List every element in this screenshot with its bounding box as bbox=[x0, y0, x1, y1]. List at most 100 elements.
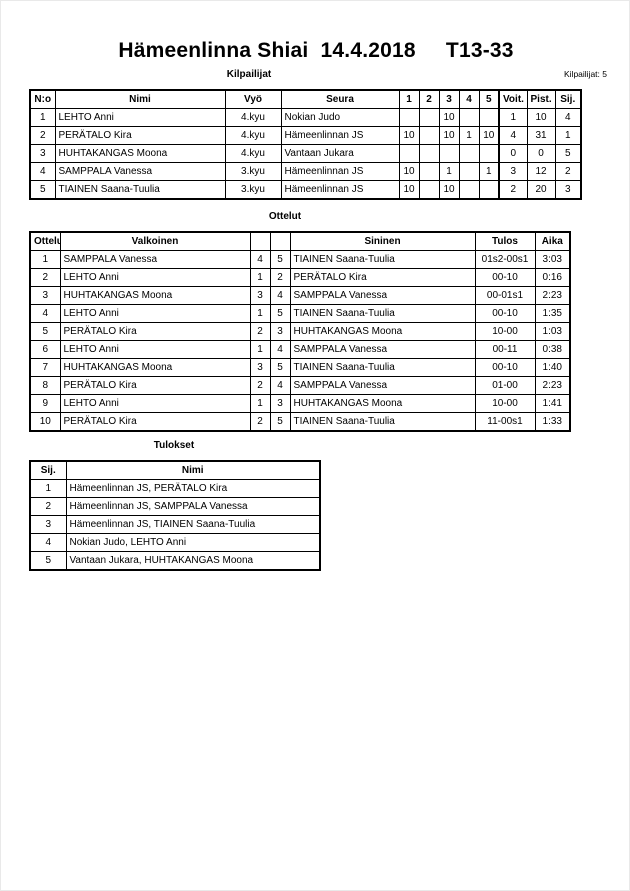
col-match-number: Ottelu bbox=[29, 231, 61, 251]
cell-time: 3:03 bbox=[534, 250, 571, 269]
competitors-header-row: N:o Nimi Vyö Seura 1 2 3 4 5 Voit. Pist.… bbox=[29, 89, 582, 109]
table-row: 4 SAMPPALA Vanessa 3.kyu Hämeenlinnan JS 10 1… bbox=[29, 162, 582, 181]
col-number: N:o bbox=[29, 89, 56, 109]
page-title: Hämeenlinna Shiai 14.4.2018 T13-33 bbox=[118, 39, 514, 62]
cell-white-name: HUHTAKANGAS Moona bbox=[59, 358, 251, 377]
cell-match-number: 6 bbox=[29, 340, 61, 359]
cell-points: 0 bbox=[526, 144, 556, 163]
cell-white-number: 1 bbox=[249, 340, 271, 359]
cell-result: 10-00 bbox=[474, 394, 536, 413]
cell-match-number: 3 bbox=[29, 286, 61, 305]
cell-result-name: Vantaan Jukara, HUHTAKANGAS Moona bbox=[65, 551, 321, 571]
cell-match-number: 9 bbox=[29, 394, 61, 413]
cell-match-number: 7 bbox=[29, 358, 61, 377]
cell-score-vs-4: 1 bbox=[458, 126, 480, 145]
cell-blue-name: TIAINEN Saana-Tuulia bbox=[289, 412, 476, 432]
cell-white-name: LEHTO Anni bbox=[59, 394, 251, 413]
cell-points: 31 bbox=[526, 126, 556, 145]
table-row: 5 Vantaan Jukara, HUHTAKANGAS Moona bbox=[29, 551, 321, 571]
cell-blue-name: SAMPPALA Vanessa bbox=[289, 376, 476, 395]
table-row: 3 HUHTAKANGAS Moona 4.kyu Vantaan Jukara 0 0 5 bbox=[29, 144, 582, 163]
cell-score-vs-3: 10 bbox=[438, 180, 460, 200]
cell-blue-number: 3 bbox=[269, 322, 291, 341]
col-opponent-5: 5 bbox=[478, 89, 500, 109]
cell-blue-name: SAMPPALA Vanessa bbox=[289, 286, 476, 305]
cell-blue-name: TIAINEN Saana-Tuulia bbox=[289, 250, 476, 269]
cell-white-number: 2 bbox=[249, 376, 271, 395]
cell-number: 5 bbox=[29, 180, 56, 200]
cell-belt: 4.kyu bbox=[224, 144, 282, 163]
section-caption-matches: Ottelut bbox=[268, 211, 302, 222]
cell-score-vs-4 bbox=[458, 162, 480, 181]
cell-rank: 4 bbox=[554, 108, 582, 127]
table-row: 1 SAMPPALA Vanessa 4 5 TIAINEN Saana-Tuulia 0… bbox=[29, 250, 571, 269]
cell-number: 4 bbox=[29, 162, 56, 181]
cell-match-number: 8 bbox=[29, 376, 61, 395]
cell-blue-number: 5 bbox=[269, 358, 291, 377]
cell-white-name: SAMPPALA Vanessa bbox=[59, 250, 251, 269]
cell-time: 0:16 bbox=[534, 268, 571, 287]
cell-result: 00-10 bbox=[474, 268, 536, 287]
col-points: Pist. bbox=[526, 89, 556, 109]
cell-blue-number: 3 bbox=[269, 394, 291, 413]
cell-result: 11-00s1 bbox=[474, 412, 536, 432]
cell-time: 0:38 bbox=[534, 340, 571, 359]
cell-belt: 3.kyu bbox=[224, 180, 282, 200]
cell-blue-number: 5 bbox=[269, 412, 291, 432]
cell-time: 2:23 bbox=[534, 286, 571, 305]
col-result-rank: Sij. bbox=[29, 460, 67, 480]
table-row: 9 LEHTO Anni 1 3 HUHTAKANGAS Moona 10-00 1:41 bbox=[29, 394, 571, 413]
cell-result: 00-10 bbox=[474, 358, 536, 377]
cell-time: 1:40 bbox=[534, 358, 571, 377]
table-row: 4 LEHTO Anni 1 5 TIAINEN Saana-Tuulia 00-10 1:… bbox=[29, 304, 571, 323]
cell-white-number: 2 bbox=[249, 322, 271, 341]
cell-score-vs-1: 10 bbox=[398, 180, 420, 200]
cell-blue-number: 5 bbox=[269, 250, 291, 269]
cell-number: 2 bbox=[29, 126, 56, 145]
cell-score-vs-1: 10 bbox=[398, 162, 420, 181]
cell-time: 1:41 bbox=[534, 394, 571, 413]
cell-points: 10 bbox=[526, 108, 556, 127]
cell-wins: 2 bbox=[498, 180, 528, 200]
table-row: 5 PERÄTALO Kira 2 3 HUHTAKANGAS Moona 10-00 1:… bbox=[29, 322, 571, 341]
cell-wins: 1 bbox=[498, 108, 528, 127]
cell-result-rank: 5 bbox=[29, 551, 67, 571]
cell-score-vs-3: 10 bbox=[438, 108, 460, 127]
cell-score-vs-5 bbox=[478, 108, 500, 127]
cell-name: HUHTAKANGAS Moona bbox=[54, 144, 226, 163]
col-opponent-3: 3 bbox=[438, 89, 460, 109]
cell-name: SAMPPALA Vanessa bbox=[54, 162, 226, 181]
section-caption-results: Tulokset bbox=[153, 440, 195, 451]
cell-score-vs-4 bbox=[458, 144, 480, 163]
cell-score-vs-1: 10 bbox=[398, 126, 420, 145]
cell-points: 12 bbox=[526, 162, 556, 181]
cell-white-number: 3 bbox=[249, 358, 271, 377]
cell-result: 00-01s1 bbox=[474, 286, 536, 305]
col-opponent-4: 4 bbox=[458, 89, 480, 109]
cell-wins: 3 bbox=[498, 162, 528, 181]
cell-club: Hämeenlinnan JS bbox=[280, 162, 400, 181]
competitors-table: N:o Nimi Vyö Seura 1 2 3 4 5 Voit. Pist.… bbox=[29, 89, 582, 200]
col-belt: Vyö bbox=[224, 89, 282, 109]
cell-score-vs-1 bbox=[398, 108, 420, 127]
cell-time: 2:23 bbox=[534, 376, 571, 395]
cell-score-vs-5 bbox=[478, 180, 500, 200]
table-row: 3 Hämeenlinnan JS, TIAINEN Saana-Tuulia bbox=[29, 515, 321, 534]
cell-match-number: 10 bbox=[29, 412, 61, 432]
cell-number: 1 bbox=[29, 108, 56, 127]
cell-score-vs-2 bbox=[418, 108, 440, 127]
table-row: 2 PERÄTALO Kira 4.kyu Hämeenlinnan JS 10 10 1 1… bbox=[29, 126, 582, 145]
col-white: Valkoinen bbox=[59, 231, 251, 251]
cell-result: 01s2-00s1 bbox=[474, 250, 536, 269]
matches-header-row: Ottelu Valkoinen Sininen Tulos Aika bbox=[29, 231, 571, 251]
cell-white-number: 4 bbox=[249, 250, 271, 269]
cell-name: LEHTO Anni bbox=[54, 108, 226, 127]
cell-number: 3 bbox=[29, 144, 56, 163]
table-row: 4 Nokian Judo, LEHTO Anni bbox=[29, 533, 321, 552]
col-blue: Sininen bbox=[289, 231, 476, 251]
cell-result: 00-10 bbox=[474, 304, 536, 323]
cell-time: 1:03 bbox=[534, 322, 571, 341]
cell-match-number: 4 bbox=[29, 304, 61, 323]
cell-rank: 3 bbox=[554, 180, 582, 200]
cell-result-rank: 4 bbox=[29, 533, 67, 552]
